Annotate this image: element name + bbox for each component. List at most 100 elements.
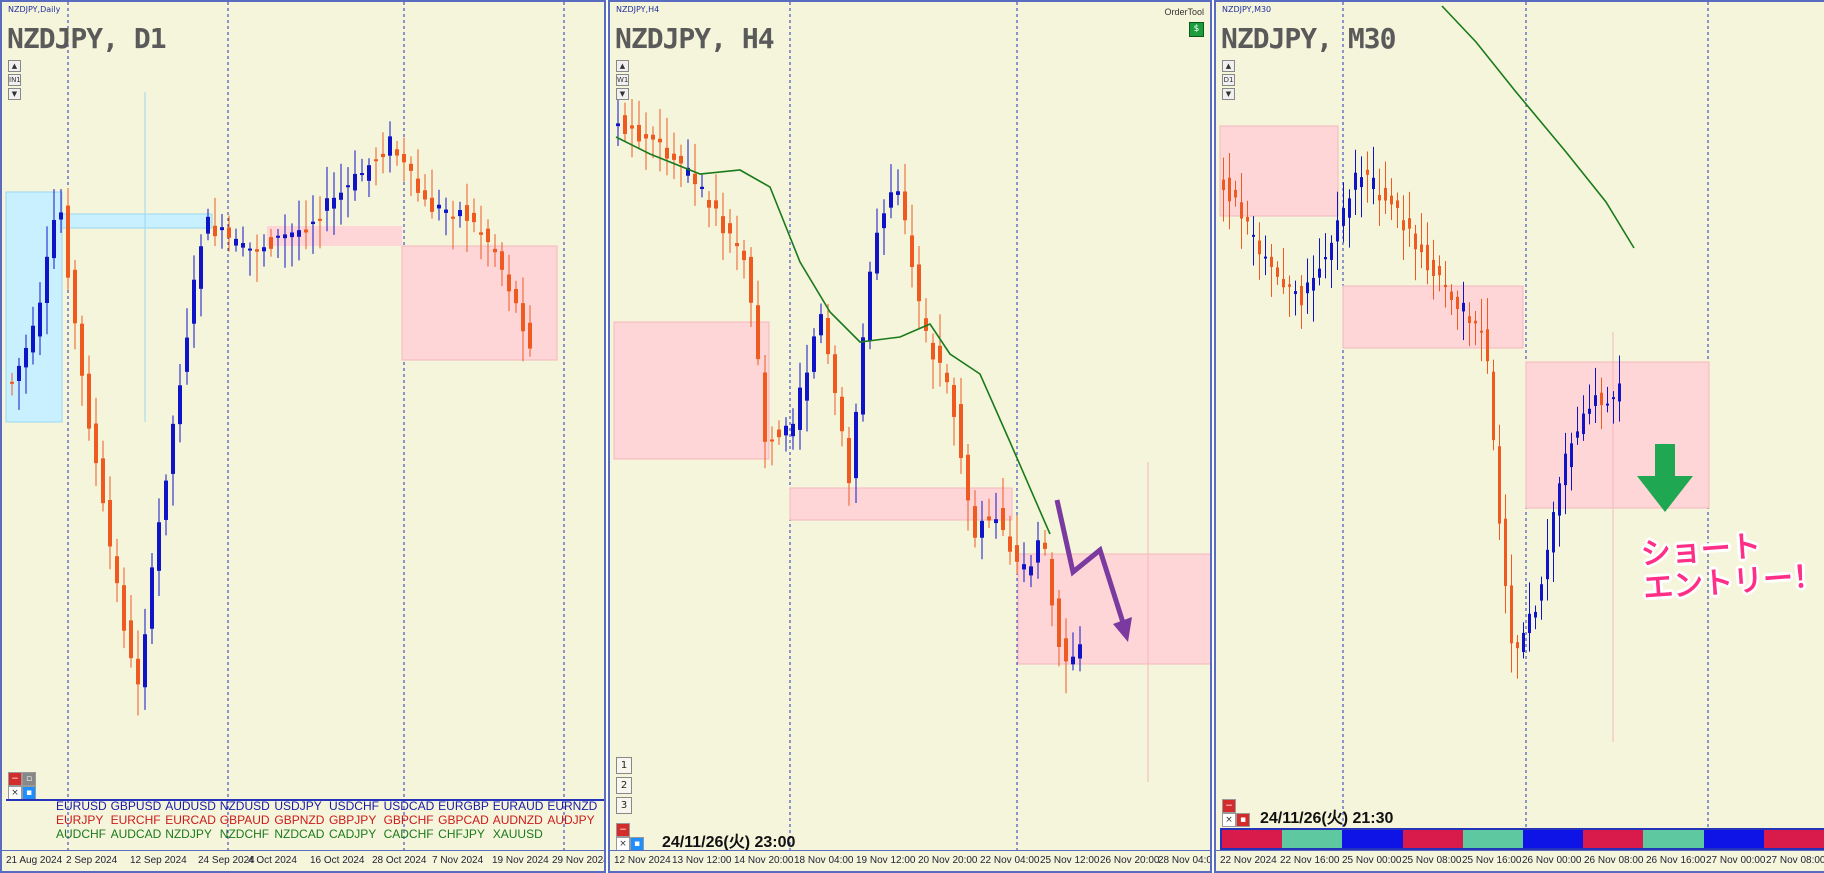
symbol-item[interactable]: XAUUSD bbox=[492, 827, 543, 841]
candle-body bbox=[59, 212, 63, 220]
candle-body bbox=[395, 149, 399, 156]
candle-body bbox=[479, 232, 483, 235]
candle-body bbox=[994, 519, 998, 524]
symbol-item[interactable]: GBPCHF bbox=[383, 813, 434, 827]
symbol-item[interactable]: NZDCAD bbox=[274, 827, 325, 841]
candle-body bbox=[1414, 233, 1417, 250]
scroll-down-icon[interactable]: ▼ bbox=[8, 88, 21, 100]
symbol-item[interactable]: USDCAD bbox=[383, 799, 435, 813]
candle-body bbox=[637, 124, 641, 142]
time-axis-label: 26 Nov 00:00 bbox=[1522, 855, 1582, 866]
price-chart-h4[interactable] bbox=[610, 2, 1212, 873]
candle-body bbox=[325, 198, 329, 211]
green-down-arrow-icon bbox=[1637, 444, 1693, 512]
time-axis-label: 7 Nov 2024 bbox=[432, 855, 484, 866]
time-axis: 12 Nov 2024 13 Nov 12:00 14 Nov 20:00 18 No… bbox=[610, 850, 1210, 871]
minimize-button[interactable]: − bbox=[8, 772, 22, 786]
chart-title: NZDJPY, H4 bbox=[615, 22, 775, 55]
purple-arrow-icon bbox=[1054, 499, 1132, 642]
timeframe-label[interactable]: W1 bbox=[616, 74, 629, 86]
strength-segment bbox=[1402, 830, 1463, 848]
symbol-item[interactable]: NZDUSD bbox=[219, 799, 270, 813]
candle-body bbox=[94, 423, 98, 464]
candle-body bbox=[136, 658, 140, 685]
time-axis-label: 19 Nov 2024 bbox=[492, 855, 549, 866]
symbol-item[interactable]: GBPCAD bbox=[438, 813, 489, 827]
timeframe-label[interactable]: D1 bbox=[1222, 74, 1235, 86]
symbol-item[interactable]: GBPNZD bbox=[274, 813, 325, 827]
moving-average-line bbox=[1441, 5, 1635, 249]
minimize-button[interactable]: − bbox=[1222, 799, 1236, 813]
close-icon[interactable]: × bbox=[8, 786, 22, 800]
symbol-item[interactable]: AUDJPY bbox=[547, 813, 595, 827]
price-chart-d1[interactable] bbox=[2, 2, 606, 873]
symbol-item[interactable]: EURAUD bbox=[492, 799, 544, 813]
candle-body bbox=[840, 396, 844, 432]
scroll-up-icon[interactable]: ▲ bbox=[616, 60, 629, 72]
candle-body bbox=[444, 209, 448, 213]
time-axis: 22 Nov 2024 22 Nov 16:00 25 Nov 00:00 25 No… bbox=[1216, 850, 1824, 871]
candle-body bbox=[220, 227, 224, 231]
settings-button[interactable]: ▪ bbox=[1236, 813, 1250, 827]
candle-body bbox=[227, 227, 231, 238]
candle-body bbox=[651, 134, 655, 140]
close-icon[interactable]: × bbox=[616, 837, 630, 851]
timeframe-label[interactable]: IN1 bbox=[8, 74, 21, 86]
candle-body bbox=[973, 506, 977, 538]
symbol-item[interactable]: CADJPY bbox=[328, 827, 377, 841]
scroll-down-icon[interactable]: ▼ bbox=[616, 88, 629, 100]
symbol-item[interactable]: EURCAD bbox=[165, 813, 216, 827]
settings-button[interactable]: ▪ bbox=[22, 786, 36, 800]
scroll-down-icon[interactable]: ▼ bbox=[1222, 88, 1235, 100]
symbol-item[interactable]: AUDUSD bbox=[165, 799, 216, 813]
candle-body bbox=[1240, 202, 1243, 219]
scroll-up-icon[interactable]: ▲ bbox=[1222, 60, 1235, 72]
time-axis-label: 28 Oct 2024 bbox=[372, 855, 427, 866]
candle-body bbox=[80, 323, 84, 376]
symbol-item[interactable]: NZDJPY bbox=[165, 827, 212, 841]
settings-button[interactable]: ▪ bbox=[630, 837, 644, 851]
symbol-item[interactable]: CHFJPY bbox=[438, 827, 485, 841]
chart-symbol-label: NZDJPY,H4 bbox=[616, 5, 660, 14]
candle-body bbox=[714, 200, 718, 209]
symbol-item[interactable]: EURCHF bbox=[110, 813, 161, 827]
order-tool-icon[interactable]: $ bbox=[1189, 22, 1204, 37]
number-button-3[interactable]: 3 bbox=[616, 797, 632, 814]
number-button-2[interactable]: 2 bbox=[616, 777, 632, 794]
symbol-item[interactable]: EURUSD bbox=[56, 799, 107, 813]
candle-body bbox=[157, 522, 161, 571]
candle-body bbox=[1366, 169, 1369, 175]
symbol-item[interactable]: GBPUSD bbox=[110, 799, 162, 813]
symbol-item[interactable] bbox=[547, 827, 602, 841]
symbol-item[interactable]: GBPJPY bbox=[328, 813, 377, 827]
candle-body bbox=[1618, 383, 1621, 402]
symbol-item[interactable]: EURGBP bbox=[438, 799, 489, 813]
candle-body bbox=[917, 264, 921, 302]
strength-segment bbox=[1643, 830, 1704, 848]
candle-body bbox=[1408, 218, 1411, 229]
candle-body bbox=[700, 186, 704, 189]
close-icon[interactable]: × bbox=[1222, 813, 1236, 827]
symbol-item[interactable]: GBPAUD bbox=[219, 813, 270, 827]
minimize-button[interactable]: − bbox=[616, 823, 630, 837]
scroll-up-icon[interactable]: ▲ bbox=[8, 60, 21, 72]
chart-panel-h4[interactable]: NZDJPY,H4 NZDJPY, H4 OrderTool $ ▲ W1 ▼ … bbox=[608, 0, 1212, 873]
chart-panel-m30[interactable]: NZDJPY,M30 NZDJPY, M30 ▲ D1 ▼ ショート エントリー… bbox=[1214, 0, 1824, 873]
symbol-item[interactable]: EURJPY bbox=[56, 813, 104, 827]
candle-body bbox=[630, 125, 634, 129]
symbol-item[interactable]: NZDCHF bbox=[219, 827, 270, 841]
candle-body bbox=[1426, 244, 1429, 271]
symbol-item[interactable]: CADCHF bbox=[383, 827, 434, 841]
symbol-item[interactable]: EURNZD bbox=[547, 799, 598, 813]
symbol-item[interactable]: USDJPY bbox=[274, 799, 322, 813]
restore-button[interactable]: ▫ bbox=[22, 772, 36, 786]
symbol-item[interactable]: AUDCHF bbox=[56, 827, 106, 841]
symbol-item[interactable]: AUDNZD bbox=[492, 813, 543, 827]
candle-body bbox=[437, 204, 441, 209]
candle-body bbox=[1348, 198, 1351, 218]
symbol-item[interactable]: USDCHF bbox=[328, 799, 379, 813]
number-button-1[interactable]: 1 bbox=[616, 757, 632, 774]
symbol-item[interactable]: AUDCAD bbox=[110, 827, 162, 841]
chart-panel-d1[interactable]: NZDJPY,Daily NZDJPY, D1 ▲ IN1 ▼ − ▫ × ▪ … bbox=[0, 0, 606, 873]
price-chart-m30[interactable] bbox=[1216, 2, 1824, 873]
